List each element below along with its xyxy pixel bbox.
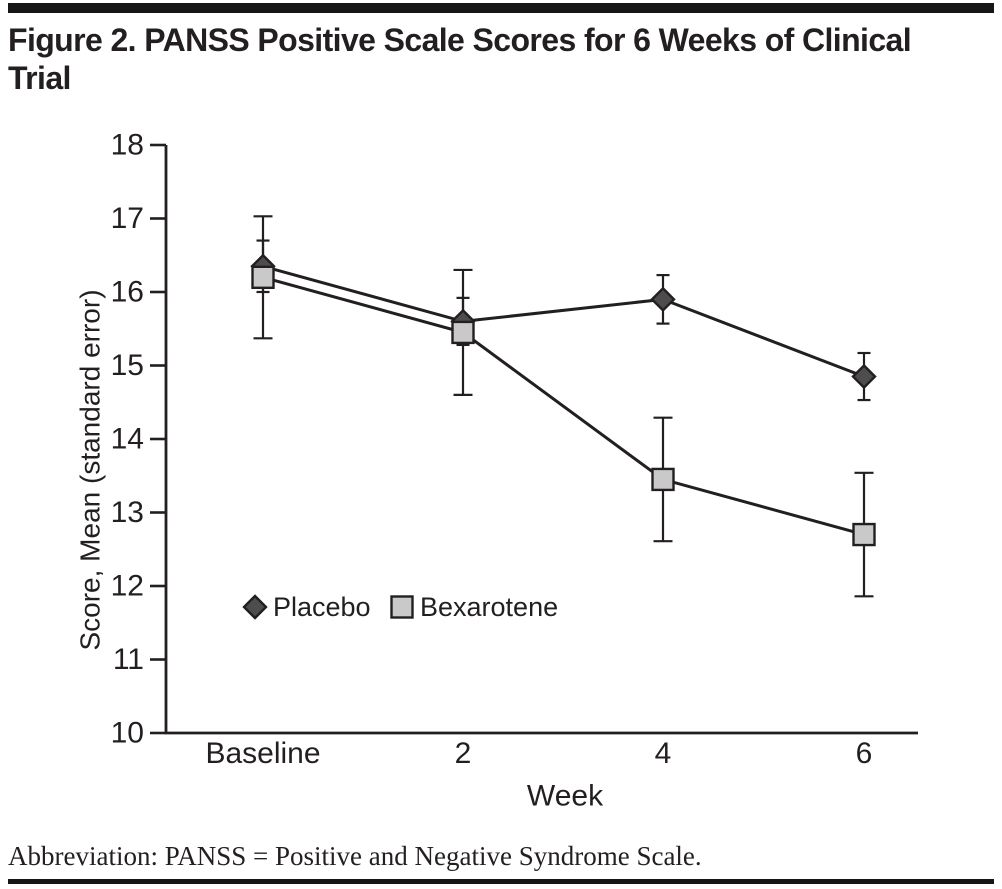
y-axis-tick-label: 11	[113, 643, 144, 676]
x-axis-tick-label: 4	[655, 737, 672, 770]
marker-bexarotene-2	[451, 320, 475, 345]
y-axis-tick-label: 13	[111, 496, 144, 529]
legend-placebo-marker	[242, 594, 268, 620]
y-axis-tick-label: 16	[111, 276, 144, 309]
marker-bexarotene-4	[651, 467, 675, 492]
y-axis-title: Score, Mean (standard error)	[75, 289, 106, 650]
y-axis-tick-label: 10	[111, 717, 144, 750]
y-axis-tick-label: 18	[111, 129, 144, 162]
axes	[164, 145, 918, 735]
series-line-placebo	[262, 264, 865, 378]
y-axis-tick-label: 12	[111, 570, 144, 603]
figure-title-line-1: Figure 2. PANSS Positive Scale Scores fo…	[8, 22, 912, 58]
top-rule	[8, 3, 994, 13]
x-axis-tick-label: Baseline	[205, 737, 320, 770]
marker-bexarotene-6	[852, 522, 876, 547]
y-axis-tick-label: 14	[111, 423, 144, 456]
x-axis-title: Week	[527, 780, 604, 813]
legend-placebo-label: Placebo	[273, 592, 371, 622]
y-axis-tick-label: 15	[111, 349, 144, 382]
abbreviation-note: Abbreviation: PANSS = Positive and Negat…	[8, 841, 702, 871]
figure-title-line-2: Trial	[8, 60, 71, 96]
y-axis-tick-label: 17	[111, 202, 144, 235]
bottom-rule	[8, 879, 994, 884]
marker-bexarotene-baseline	[251, 265, 275, 289]
x-axis-tick-label: 2	[455, 737, 472, 770]
legend-bexarotene-label: Bexarotene	[420, 592, 558, 622]
marker-placebo-6	[851, 363, 877, 390]
x-axis-tick-label: 6	[856, 737, 873, 770]
marker-placebo-4	[650, 286, 676, 313]
series-line-bexarotene	[262, 275, 865, 536]
legend-bexarotene-marker	[390, 595, 414, 619]
figure-title: Figure 2. PANSS Positive Scale Scores fo…	[8, 21, 973, 97]
